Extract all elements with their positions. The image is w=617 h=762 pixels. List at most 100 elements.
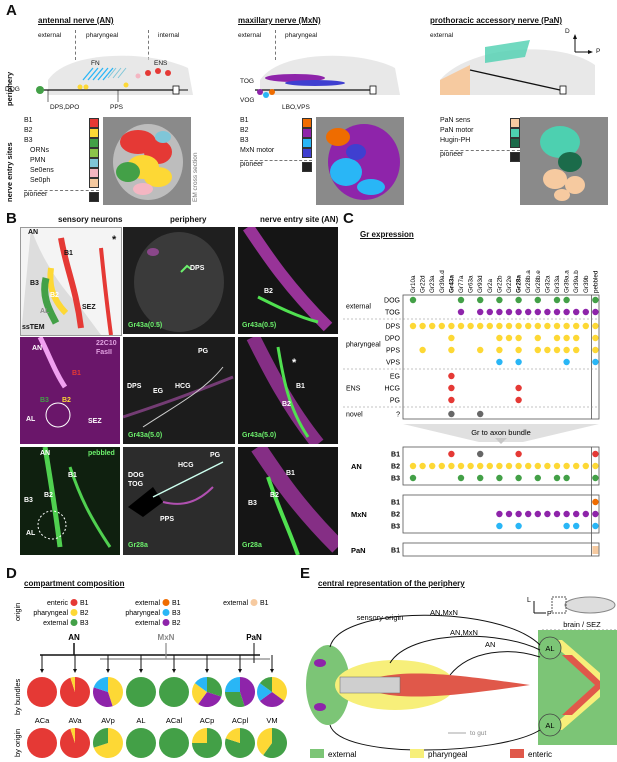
bundle-pie-slice — [27, 677, 57, 707]
gr-dot — [419, 346, 426, 354]
gr-dot — [448, 322, 455, 330]
legend-item: Hugin-PH — [440, 137, 520, 148]
legend-label: B1 — [240, 117, 249, 124]
gr-dot — [486, 322, 493, 330]
origin-pie-slice — [70, 728, 75, 743]
b-r1c1-b3: B3 — [30, 280, 39, 287]
al-bottom — [538, 713, 562, 737]
an-fn-label: FN — [91, 60, 100, 67]
b-r2c1-stain1: 22C10 — [96, 340, 117, 347]
legend-swatch — [89, 158, 99, 168]
gr-dot — [544, 510, 551, 518]
an-entry-box — [172, 85, 180, 95]
gr-dot — [505, 308, 513, 316]
gr-row-label: DOG — [384, 298, 400, 305]
gr-column-label: Gr39a.d — [439, 270, 446, 293]
gr-dot — [592, 462, 599, 470]
gr-dot — [496, 296, 503, 304]
legend-item: B2 — [240, 127, 312, 138]
b-r3c3-b2: B2 — [270, 492, 279, 499]
b-r1c1-image — [20, 227, 122, 336]
b-r2c2-pg: PG — [198, 348, 209, 355]
tog-right — [314, 703, 326, 711]
gr-dot — [477, 450, 484, 458]
d-arrowhead — [139, 669, 143, 673]
legend-swatch — [302, 128, 312, 138]
b-r3c1-b2: B2 — [44, 492, 53, 499]
legend-item: pioneer — [240, 160, 312, 173]
b-r2c2-image — [123, 337, 235, 444]
gr-dot — [477, 308, 484, 316]
d-arrowhead — [172, 669, 176, 673]
gr-dot — [592, 450, 599, 458]
em-label: EM cross section — [192, 152, 199, 203]
origin-pie-slice — [192, 728, 207, 743]
pharynx-body — [339, 676, 401, 694]
d-legend-bundle: B3 — [80, 620, 89, 627]
legend-item: PaN sens — [440, 117, 520, 128]
panel-c-label: C — [343, 210, 354, 227]
gr-dot — [544, 346, 551, 354]
gr-dot — [515, 296, 522, 304]
b-r2c2-caption: Gr43a(5.0) — [128, 432, 163, 439]
bundle-row-label: B2 — [391, 464, 400, 471]
gr-dot — [496, 322, 503, 330]
legend-swatch — [89, 192, 99, 202]
gr-dot — [409, 462, 417, 470]
row-label-periphery: periphery — [5, 58, 17, 108]
gr-row-label: EG — [390, 374, 400, 381]
d-legend-dot — [70, 599, 78, 606]
mxn-legend: B1 B2 B3 MxN motor pioneer — [240, 117, 312, 173]
gr-dot — [534, 296, 541, 304]
origin-pie-slice — [93, 728, 108, 748]
gr-dot — [525, 308, 532, 316]
an-dog-label: DOG — [5, 86, 20, 93]
panel-b-label: B — [6, 210, 17, 227]
b-r1c2-dps: DPS — [190, 265, 205, 272]
legend-label: Hugin-PH — [440, 137, 471, 144]
gr-dot — [419, 322, 426, 330]
gr-dot — [496, 462, 503, 470]
legend-swatch — [302, 118, 312, 128]
panel-a-label: A — [6, 2, 17, 19]
d-legend-label: external — [135, 620, 160, 627]
legend-swatch — [89, 118, 99, 128]
b-r2c1-b2: B2 — [62, 397, 71, 404]
an-dps-label: DPS,DPO — [50, 104, 80, 111]
gr-dot — [563, 346, 570, 354]
b-r1c3-b2: B2 — [264, 288, 273, 295]
compartment-label: AL — [136, 716, 145, 725]
legend-item: pioneer — [24, 190, 99, 203]
legend-label: MxN motor — [240, 147, 275, 154]
gr-dot — [496, 510, 503, 518]
fn-lines — [82, 67, 127, 81]
brain-label: brain / SEZ — [563, 620, 601, 629]
d-arrowhead — [40, 669, 44, 673]
b-r3c2-caption: Gr28a — [128, 542, 148, 549]
legend-label: B1 — [24, 117, 33, 124]
legend-swatch — [510, 118, 520, 128]
gr-row-label: TOG — [385, 310, 400, 317]
origin-pie-slice — [159, 728, 189, 758]
gr-dot — [505, 334, 513, 342]
gr-dot — [534, 474, 541, 482]
legend-label: PaN motor — [440, 127, 474, 134]
gr-dot — [457, 474, 465, 482]
e-legend-label: external — [328, 750, 357, 759]
gr-dot — [534, 334, 541, 342]
central-representation-diagram: sensory origin brain / SEZ AL AL to gut AN,Mx… — [306, 596, 617, 759]
origin-pie-slice — [257, 728, 272, 756]
gr-dot — [438, 462, 445, 470]
b-r3c2-hcg: HCG — [178, 462, 194, 469]
d-legend-dot — [162, 619, 170, 626]
c-title: Gr expression — [360, 230, 414, 239]
gr-dot — [592, 498, 599, 506]
pan-external: external — [430, 32, 454, 39]
mxn-divider — [275, 30, 276, 60]
legend-swatch — [510, 152, 520, 162]
gr-dot — [409, 296, 417, 304]
b-r3c1-caption: pebbled — [88, 450, 115, 457]
vog-dot-3 — [269, 89, 275, 95]
e-legend-swatch — [510, 749, 524, 758]
bundle-row-label: B1 — [391, 548, 400, 555]
